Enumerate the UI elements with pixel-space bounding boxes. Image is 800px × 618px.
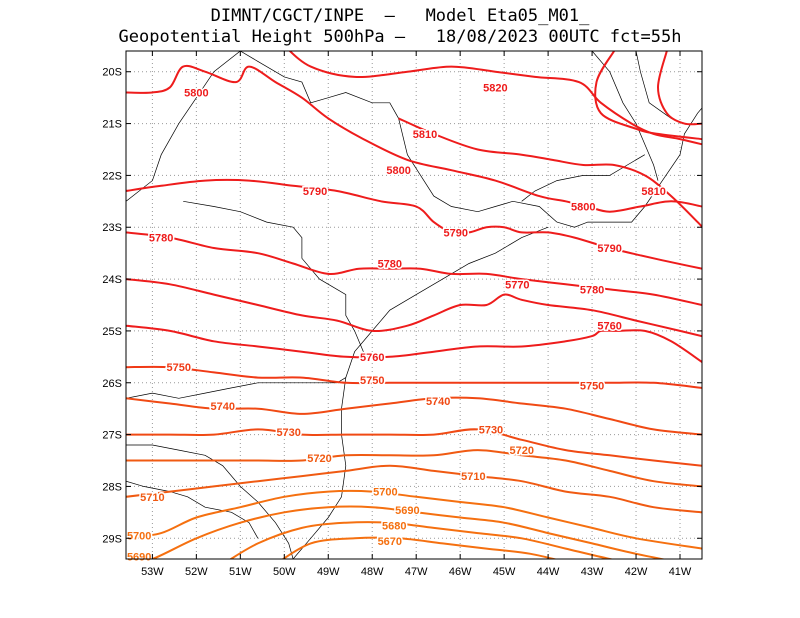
contour-label: 5800 — [386, 165, 410, 177]
contour-line-5780 — [126, 231, 702, 306]
contour-label: 5800 — [184, 87, 208, 99]
x-tick-label: 48W — [361, 566, 384, 578]
border-line — [126, 51, 241, 202]
contour-label: 5760 — [597, 321, 621, 333]
contour-line-5800 — [126, 64, 702, 213]
y-tick-label: 21S — [102, 119, 122, 131]
contour-label: 5720 — [307, 453, 331, 465]
y-tick-label: 24S — [102, 274, 122, 286]
contour-label: 5690 — [127, 551, 151, 563]
contour-label: 5700 — [373, 487, 397, 499]
contour-label: 5710 — [140, 492, 164, 504]
coastline-and-state-borders — [126, 51, 702, 559]
contour-label: 5780 — [149, 233, 173, 245]
x-tick-label: 46W — [449, 566, 472, 578]
contour-line-5670 — [281, 536, 559, 559]
contour-line-5750 — [126, 365, 702, 389]
contour-label: 5730 — [479, 424, 503, 436]
contour-label: 5680 — [382, 520, 406, 532]
contour-line-5720 — [126, 449, 702, 488]
contour-line-5801 — [656, 51, 702, 126]
lat-lon-grid — [126, 51, 702, 559]
contour-label: 5790 — [444, 227, 468, 239]
contour-line-5802 — [594, 51, 702, 141]
y-tick-label: 29S — [102, 533, 122, 545]
x-tick-label: 44W — [537, 566, 560, 578]
y-tick-label: 20S — [102, 67, 122, 79]
x-tick-label: 43W — [581, 566, 604, 578]
y-tick-label: 28S — [102, 481, 122, 493]
y-tick-label: 26S — [102, 378, 122, 390]
x-tick-label: 47W — [405, 566, 428, 578]
contour-label: 5700 — [127, 531, 151, 543]
contour-label: 5790 — [303, 186, 327, 198]
border-line — [240, 51, 558, 223]
map-title-line2: Geopotential Height 500hPa – 18/08/2023 … — [118, 27, 682, 47]
contour-label: 5780 — [580, 284, 604, 296]
contour-label: 5730 — [276, 427, 300, 439]
y-tick-label: 27S — [102, 430, 122, 442]
x-tick-label: 49W — [317, 566, 340, 578]
y-tick-label: 25S — [102, 326, 122, 338]
longitude-ticks: 53W 52W 51W 50W 49W 48W 47W 46W 45W 44W 43W 42W 41W — [141, 51, 692, 578]
latitude-ticks: 20S 21S 22S 23S 24S 25S 26S 27S 28S 29S — [102, 67, 702, 545]
contour-label: 5780 — [378, 259, 402, 271]
contour-line-5730 — [126, 428, 702, 467]
contour-label: 5770 — [505, 279, 529, 291]
map-frame — [125, 50, 703, 560]
y-tick-label: 23S — [102, 222, 122, 234]
x-tick-label: 45W — [493, 566, 516, 578]
contour-line-5680 — [229, 521, 615, 559]
contour-line-5760 — [126, 324, 702, 363]
contour-line-5690 — [149, 505, 667, 559]
contour-label: 5740 — [426, 396, 450, 408]
contour-labels: 5820 5800 5800 5810 5810 5800 5790 5790 5790 5780… — [125, 81, 667, 565]
contour-label: 5800 — [571, 202, 595, 214]
contour-label: 5740 — [210, 401, 234, 413]
contour-line-5790 — [126, 178, 702, 270]
map-title-line1: DIMNT/CGCT/INPE – Model Eta05_M01_ — [210, 6, 590, 26]
contour-line-5710 — [126, 464, 702, 514]
contour-line-5770 — [126, 278, 702, 338]
contour-label: 5750 — [580, 380, 604, 392]
x-tick-label: 42W — [625, 566, 648, 578]
border-line — [126, 377, 346, 399]
x-tick-label: 52W — [185, 566, 208, 578]
contour-label: 5820 — [483, 82, 507, 94]
contour-label: 5810 — [641, 186, 665, 198]
x-tick-label: 50W — [273, 566, 296, 578]
border-line — [521, 154, 645, 202]
x-tick-label: 53W — [141, 566, 164, 578]
contour-label: 5670 — [378, 536, 402, 548]
contour-label: 5810 — [413, 129, 437, 141]
contour-label: 5690 — [395, 505, 419, 517]
contour-label: 5710 — [461, 471, 485, 483]
contour-label: 5750 — [167, 362, 191, 374]
border-line — [183, 200, 364, 352]
x-tick-label: 41W — [669, 566, 692, 578]
height-contours — [126, 51, 702, 559]
border-line — [591, 51, 659, 181]
contour-label: 5750 — [360, 375, 384, 387]
contour-label: 5790 — [597, 243, 621, 255]
contour-line-5740 — [126, 396, 702, 436]
y-tick-label: 22S — [102, 170, 122, 182]
contour-line-5700 — [126, 489, 702, 550]
contour-label: 5720 — [509, 445, 533, 457]
border-line — [292, 226, 549, 559]
contour-label: 5760 — [360, 352, 384, 364]
border-line — [635, 51, 685, 124]
contour-line-5810 — [398, 117, 702, 228]
x-tick-label: 51W — [229, 566, 252, 578]
